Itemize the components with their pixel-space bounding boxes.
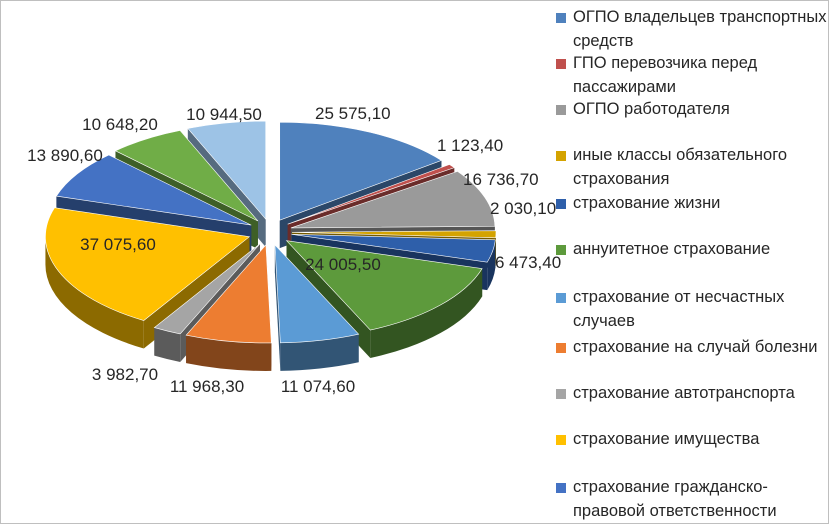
slice-top xyxy=(285,240,483,331)
pie-slice xyxy=(274,244,360,371)
slice-rim xyxy=(280,334,359,371)
slice-top xyxy=(187,120,267,220)
legend-swatch xyxy=(556,13,566,23)
legend-label: ГПО перевозчика перед пассажирами xyxy=(573,54,758,96)
legend-swatch xyxy=(556,343,566,353)
slice-rim xyxy=(186,335,272,371)
slice-top xyxy=(153,243,261,335)
slice-rim xyxy=(487,239,496,291)
legend-label: страхование гражданско-правовой ответств… xyxy=(573,478,777,520)
slice-top xyxy=(55,154,252,226)
slice-rim xyxy=(45,236,144,349)
data-label: 11 968,30 xyxy=(170,377,244,396)
slice-rim xyxy=(154,327,181,362)
data-label: 13 890,60 xyxy=(27,146,103,165)
data-label: 10 944,50 xyxy=(186,105,262,124)
slice-top xyxy=(287,164,455,225)
legend-swatch xyxy=(556,59,566,69)
legend-swatch xyxy=(556,389,566,399)
legend-label: страхование от несчастных случаев xyxy=(573,288,785,330)
legend-swatch xyxy=(556,483,566,493)
legend-label: страхование имущества xyxy=(573,430,760,448)
data-label: 6 473,40 xyxy=(495,253,561,272)
data-label: 10 648,20 xyxy=(82,115,158,134)
slice-top xyxy=(274,244,360,344)
slice-top xyxy=(45,207,251,321)
legend-swatch xyxy=(556,151,566,161)
data-label: 25 575,10 xyxy=(315,104,391,123)
legend-label: страхование на случай болезни xyxy=(573,338,818,356)
pie-slices xyxy=(45,120,497,371)
data-label: 37 075,60 xyxy=(80,235,156,254)
legend-label: иные классы обязательного страхования xyxy=(573,146,788,188)
legend-swatch xyxy=(556,105,566,115)
slice-top xyxy=(279,121,443,221)
slice-top xyxy=(291,233,496,263)
data-label: 2 030,10 xyxy=(490,199,556,218)
legend-label: аннуитетное страхование xyxy=(573,240,771,258)
slice-top xyxy=(290,171,496,229)
data-label: 1 123,40 xyxy=(437,136,503,155)
legend-swatch xyxy=(556,435,566,445)
slice-top xyxy=(185,244,272,344)
legend-swatch xyxy=(556,199,566,209)
legend-label: ОГПО владельцев транспортных средств xyxy=(573,8,827,50)
slice-top xyxy=(114,130,259,222)
data-labels: 25 575,10 1 123,40 16 736,70 2 030,10 6 473,… xyxy=(27,104,561,396)
legend-swatch xyxy=(556,245,566,255)
data-label: 3 982,70 xyxy=(92,365,158,384)
data-label: 11 074,60 xyxy=(281,377,355,396)
legend-label: ОГПО работодателя xyxy=(573,100,730,118)
slice-wall xyxy=(274,244,281,371)
slice-rim xyxy=(370,268,483,359)
slice-top xyxy=(291,230,497,239)
legend-swatch xyxy=(556,293,566,303)
pie-slice xyxy=(185,244,272,371)
legend-label: страхование жизни xyxy=(573,194,721,212)
data-label: 16 736,70 xyxy=(463,170,539,189)
legend-label: страхование автотранспорта xyxy=(573,384,795,402)
data-label: 24 005,50 xyxy=(305,255,381,274)
